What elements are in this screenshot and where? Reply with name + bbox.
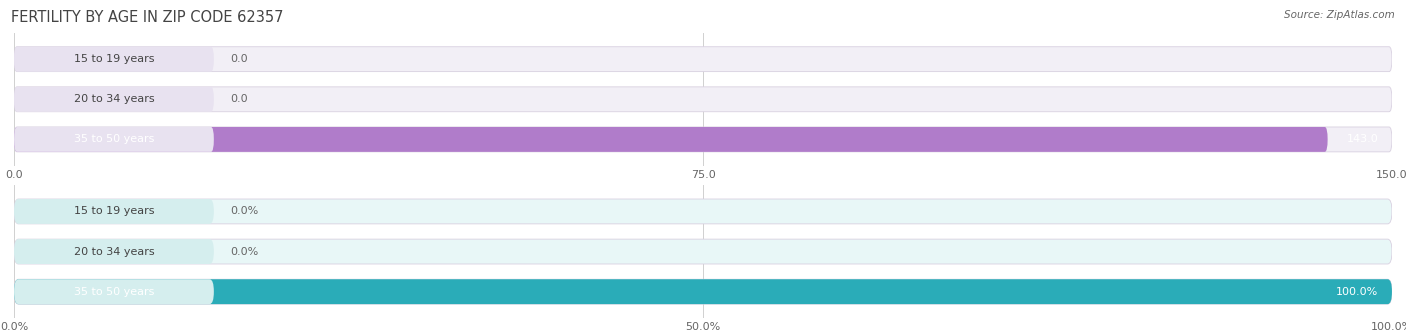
Text: 35 to 50 years: 35 to 50 years	[73, 134, 155, 144]
FancyBboxPatch shape	[14, 239, 1392, 264]
FancyBboxPatch shape	[14, 279, 214, 304]
FancyBboxPatch shape	[14, 87, 214, 112]
Text: 35 to 50 years: 35 to 50 years	[73, 287, 155, 297]
FancyBboxPatch shape	[14, 279, 1392, 304]
Text: 0.0: 0.0	[231, 54, 247, 64]
FancyBboxPatch shape	[14, 47, 214, 71]
Text: 15 to 19 years: 15 to 19 years	[73, 54, 155, 64]
FancyBboxPatch shape	[14, 127, 1392, 152]
Text: 143.0: 143.0	[1347, 134, 1378, 144]
FancyBboxPatch shape	[14, 279, 1392, 304]
Text: 20 to 34 years: 20 to 34 years	[73, 94, 155, 104]
Text: 0.0%: 0.0%	[231, 247, 259, 257]
FancyBboxPatch shape	[14, 199, 1392, 224]
Text: 20 to 34 years: 20 to 34 years	[73, 247, 155, 257]
FancyBboxPatch shape	[14, 47, 1392, 71]
Text: 0.0: 0.0	[231, 94, 247, 104]
FancyBboxPatch shape	[14, 199, 214, 224]
FancyBboxPatch shape	[14, 127, 214, 152]
Text: 0.0%: 0.0%	[231, 207, 259, 216]
Text: FERTILITY BY AGE IN ZIP CODE 62357: FERTILITY BY AGE IN ZIP CODE 62357	[11, 10, 284, 25]
FancyBboxPatch shape	[14, 127, 1327, 152]
Text: Source: ZipAtlas.com: Source: ZipAtlas.com	[1284, 10, 1395, 20]
FancyBboxPatch shape	[14, 87, 1392, 112]
Text: 15 to 19 years: 15 to 19 years	[73, 207, 155, 216]
FancyBboxPatch shape	[14, 239, 214, 264]
Text: 100.0%: 100.0%	[1336, 287, 1378, 297]
